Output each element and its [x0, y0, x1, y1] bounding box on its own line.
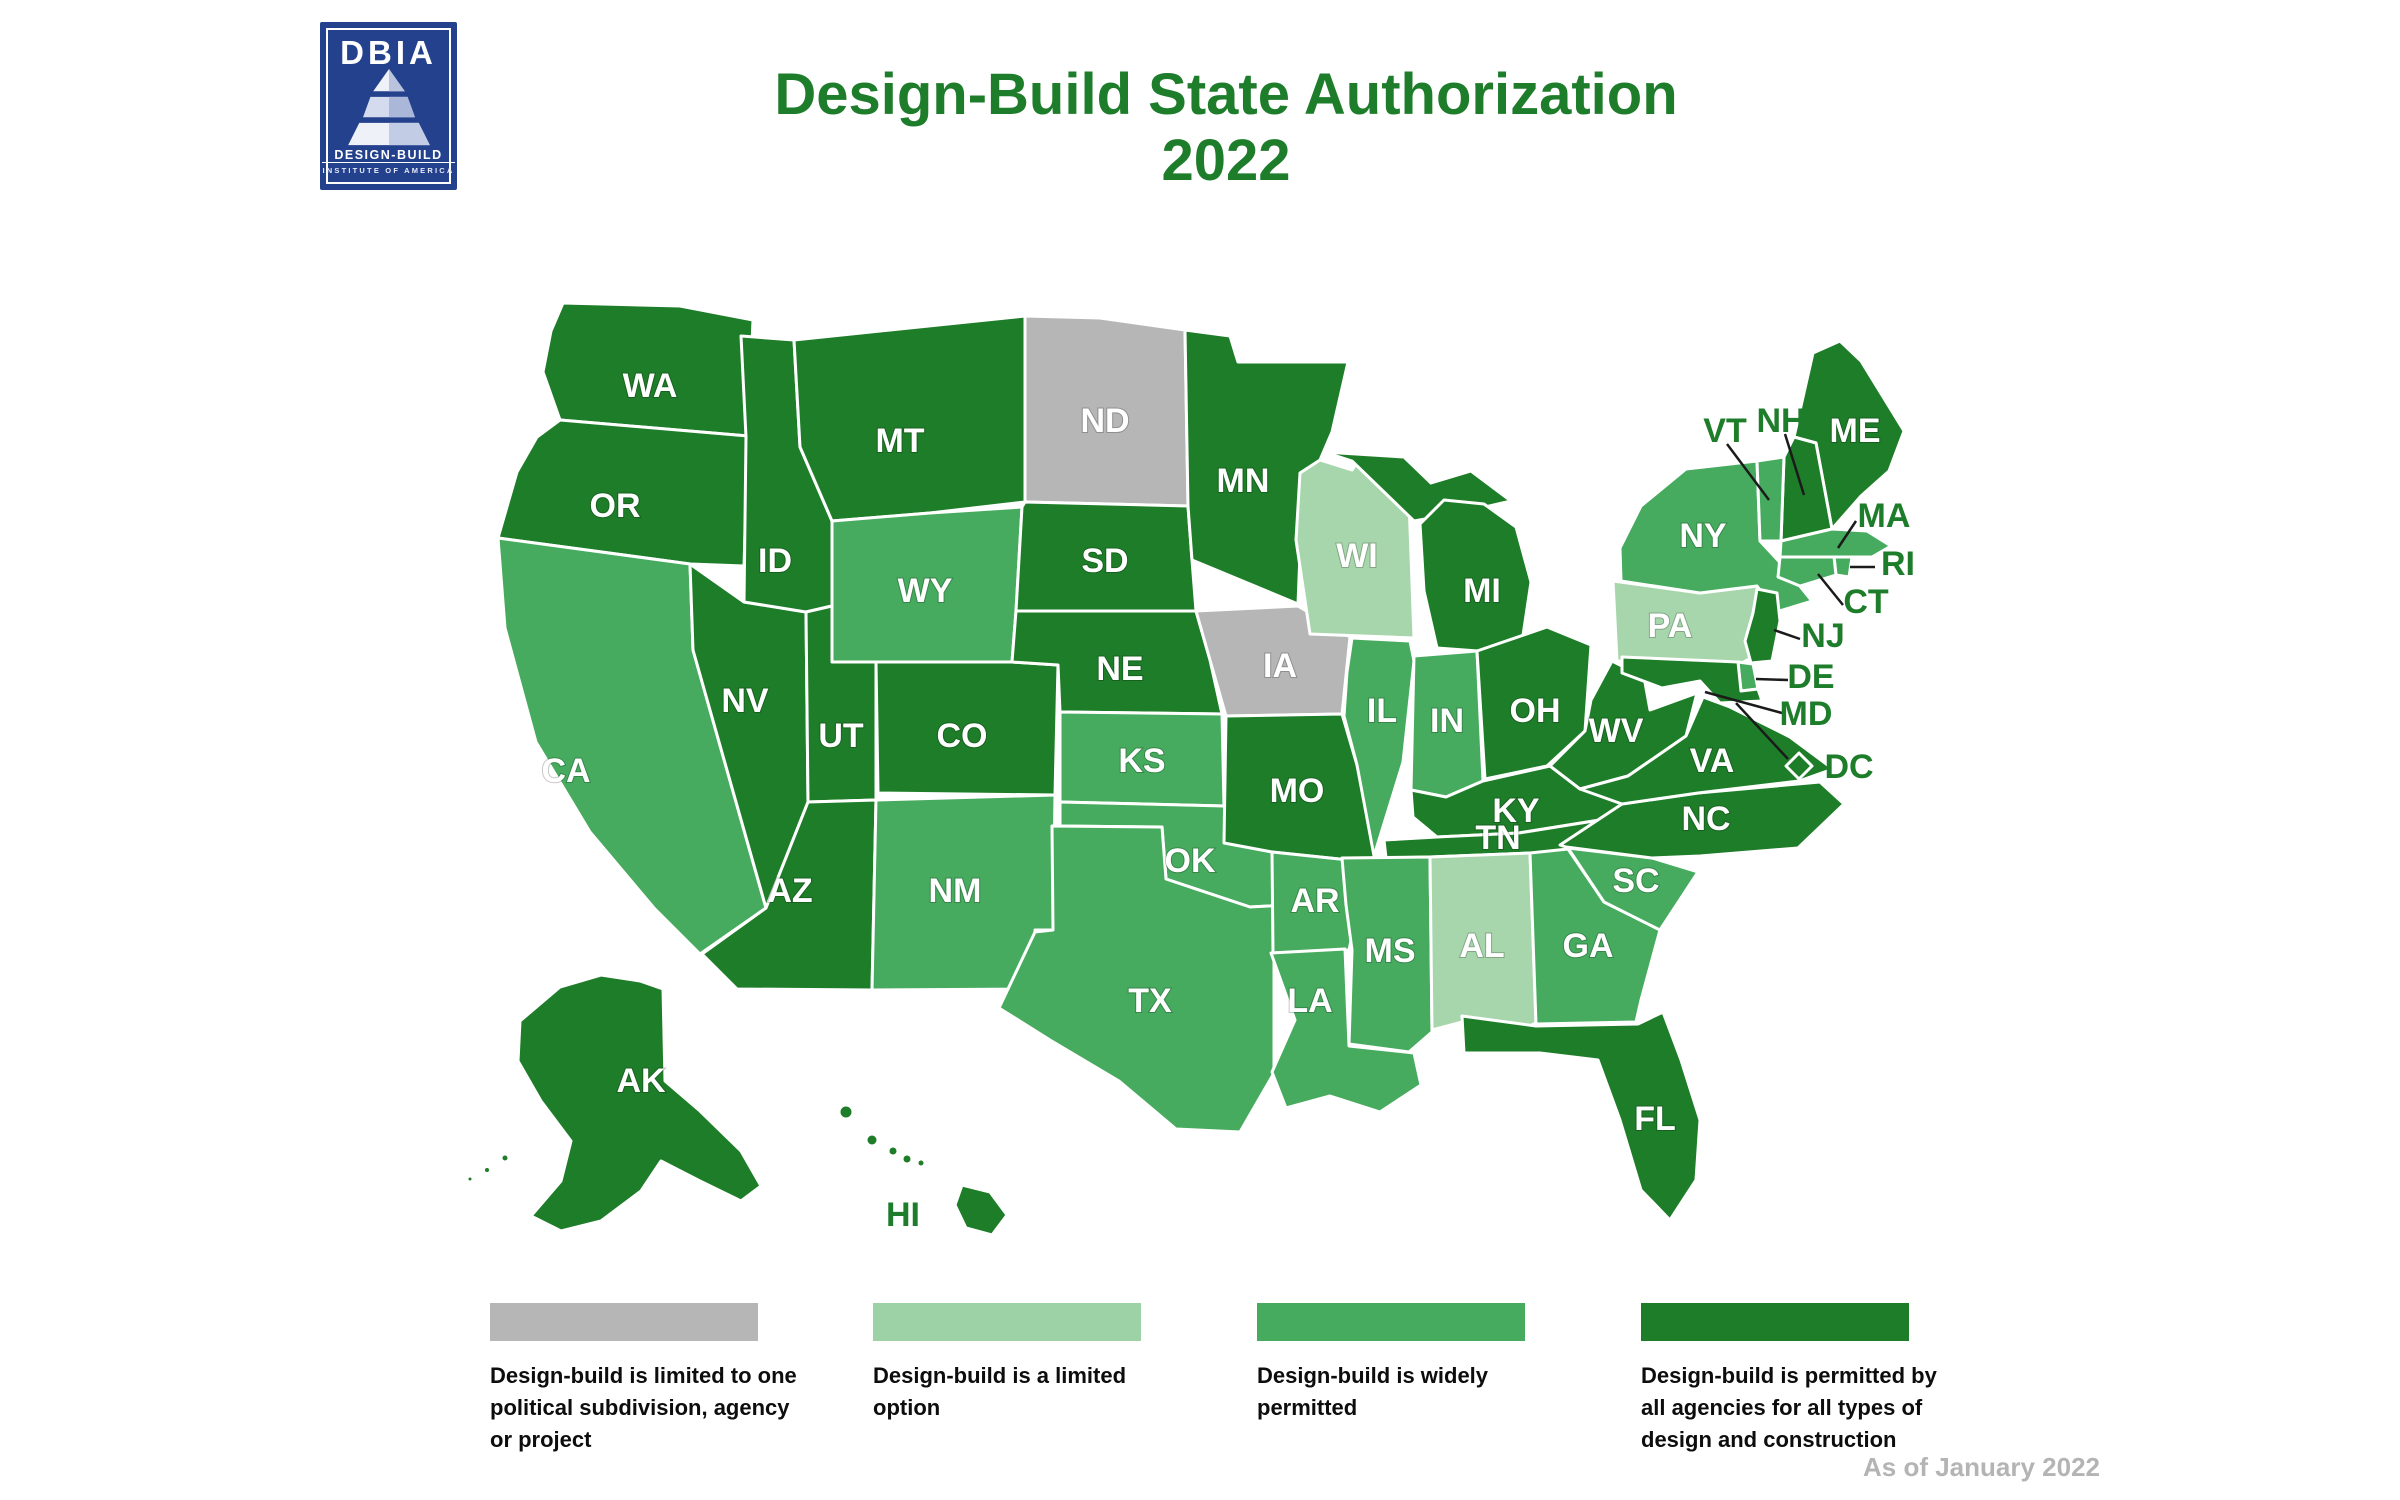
state-label-ak: AK: [616, 1062, 666, 1100]
state-label-il: IL: [1367, 692, 1397, 730]
state-co: [874, 660, 1060, 797]
state-label-me: ME: [1830, 412, 1881, 450]
state-label-az: AZ: [767, 872, 812, 910]
state-label-ri: RI: [1881, 545, 1915, 583]
callout-line-nh: [1783, 433, 1806, 496]
state-label-wv: WV: [1589, 712, 1644, 750]
state-label-sd: SD: [1081, 542, 1128, 580]
page-title-line1: Design-Build State Authorization: [774, 62, 1678, 127]
state-label-al: AL: [1459, 927, 1504, 965]
state-label-nc: NC: [1681, 800, 1730, 838]
page-title-line2: 2022: [1161, 128, 1291, 194]
state-label-dc: DC: [1824, 748, 1873, 786]
state-label-nm: NM: [929, 872, 982, 910]
state-label-la: LA: [1287, 982, 1332, 1020]
legend-label-limited-one: Design-build is limited to one political…: [490, 1363, 797, 1452]
state-ct: [1776, 555, 1838, 588]
state-label-wi: WI: [1336, 537, 1378, 575]
legend-label-all: Design-build is permitted by all agencie…: [1641, 1363, 1937, 1452]
state-label-tn: TN: [1475, 819, 1520, 857]
state-label-ut: UT: [818, 717, 864, 755]
dbia-logo-acronym: DBIA: [340, 34, 437, 71]
state-mt: [792, 314, 1027, 523]
state-label-in: IN: [1430, 702, 1464, 740]
state-label-ms: MS: [1365, 932, 1416, 970]
legend-item-limited-option: Design-build is a limited option: [873, 1303, 1193, 1424]
callout-line-dc: [1735, 702, 1789, 760]
legend-label-limited-option: Design-build is a limited option: [873, 1363, 1127, 1420]
callout-line-md: [1704, 690, 1783, 715]
callout-line-ma: [1836, 520, 1858, 549]
state-label-mo: MO: [1270, 772, 1325, 810]
state-label-mn: MN: [1217, 462, 1270, 500]
state-label-mt: MT: [875, 422, 924, 460]
callout-line-nj: [1773, 628, 1801, 641]
state-label-nj: NJ: [1801, 617, 1844, 655]
as-of-date: As of January 2022: [1862, 1452, 2100, 1482]
state-label-sc: SC: [1612, 862, 1659, 900]
state-label-ct: CT: [1843, 583, 1889, 621]
state-label-ne: NE: [1096, 650, 1143, 688]
state-label-wy: WY: [898, 572, 953, 610]
state-label-ar: AR: [1290, 882, 1339, 920]
state-label-ny: NY: [1679, 517, 1727, 555]
state-nj: [1743, 587, 1782, 665]
state-label-fl: FL: [1634, 1100, 1676, 1138]
legend-item-widely: Design-build is widely permitted: [1257, 1303, 1577, 1424]
dbia-logo-name: DESIGN-BUILD: [334, 147, 443, 162]
state-mi: [1322, 450, 1533, 653]
callout-line-de: [1755, 677, 1789, 682]
state-label-or: OR: [590, 487, 641, 525]
state-label-co: CO: [937, 717, 988, 755]
state-tx: [997, 824, 1347, 1134]
legend-swatch-limited-option: [873, 1303, 1141, 1341]
callout-line-ct: [1817, 573, 1844, 606]
state-label-ok: OK: [1165, 842, 1216, 880]
state-label-nd: ND: [1080, 402, 1129, 440]
legend-swatch-widely: [1257, 1303, 1525, 1341]
state-ak: [465, 973, 763, 1233]
state-label-ca: CA: [541, 752, 590, 790]
dbia-logo-frame: DBIA DESIGN-BUILD INSTITUTE OF AMERICA: [322, 28, 455, 184]
state-vt: [1755, 455, 1786, 543]
callout-line-vt: [1726, 443, 1770, 501]
state-label-ma: MA: [1858, 497, 1911, 535]
dbia-logo-subname: INSTITUTE OF AMERICA: [322, 161, 455, 175]
state-la: [1269, 947, 1423, 1114]
legend-item-all: Design-build is permitted by all agencie…: [1641, 1303, 1961, 1456]
page-title: Design-Build State Authorization 2022: [526, 62, 1926, 194]
state-label-ga: GA: [1563, 927, 1614, 965]
state-label-tx: TX: [1128, 982, 1172, 1020]
state-label-nh: NH: [1756, 402, 1805, 440]
state-fl: [1460, 1010, 1702, 1222]
dbia-logo: DBIA DESIGN-BUILD INSTITUTE OF AMERICA: [320, 22, 457, 190]
legend-label-widely: Design-build is widely permitted: [1257, 1363, 1489, 1420]
state-label-ky: KY: [1492, 792, 1540, 830]
legend-item-limited-one: Design-build is limited to one political…: [490, 1303, 810, 1456]
legend-swatch-all: [1641, 1303, 1909, 1341]
state-label-hi: HI: [886, 1196, 920, 1234]
state-label-pa: PA: [1648, 607, 1693, 645]
state-label-mi: MI: [1463, 572, 1501, 610]
state-nm: [870, 793, 1057, 992]
state-label-va: VA: [1690, 742, 1735, 780]
state-label-md: MD: [1780, 695, 1833, 733]
dbia-pyramid-icon: [347, 69, 430, 146]
state-label-wa: WA: [623, 367, 678, 405]
state-dc: [1784, 751, 1814, 781]
callout-lines: [1704, 433, 1875, 760]
state-label-nv: NV: [721, 682, 769, 720]
state-label-de: DE: [1787, 658, 1834, 696]
state-hi: [837, 1103, 1009, 1237]
state-label-id: ID: [758, 542, 792, 580]
state-label-vt: VT: [1703, 412, 1747, 450]
legend-swatch-limited-one: [490, 1303, 758, 1341]
state-label-ks: KS: [1118, 742, 1165, 780]
state-il: [1342, 636, 1416, 858]
state-va: [1578, 695, 1835, 806]
state-label-oh: OH: [1510, 692, 1561, 730]
state-label-ia: IA: [1263, 647, 1297, 685]
